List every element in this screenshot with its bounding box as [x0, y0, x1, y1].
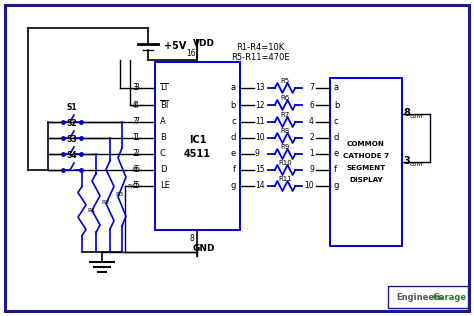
Text: Engineers: Engineers [396, 293, 444, 301]
Text: 4: 4 [309, 118, 314, 126]
Text: 6: 6 [134, 166, 139, 174]
Text: 2: 2 [309, 133, 314, 143]
Text: 6: 6 [309, 100, 314, 110]
Text: 4511: 4511 [184, 149, 211, 159]
Text: S1: S1 [67, 103, 77, 112]
Text: 11: 11 [255, 118, 264, 126]
Text: 1: 1 [309, 149, 314, 159]
Text: g: g [231, 181, 236, 191]
Text: R3: R3 [115, 192, 123, 198]
Text: a: a [334, 83, 339, 93]
Text: 10: 10 [255, 133, 264, 143]
Text: 6: 6 [132, 166, 137, 174]
Text: a: a [231, 83, 236, 93]
Text: 4: 4 [134, 100, 139, 110]
Text: LT: LT [160, 83, 168, 93]
Text: 1: 1 [132, 133, 137, 143]
Text: 3: 3 [134, 83, 139, 93]
Text: VDD: VDD [192, 39, 215, 48]
Text: R5: R5 [281, 78, 290, 84]
Text: d: d [334, 133, 339, 143]
Text: 8: 8 [403, 108, 410, 118]
Text: R5-R11=470E: R5-R11=470E [231, 53, 289, 63]
Text: R7: R7 [281, 112, 290, 118]
Text: 10: 10 [304, 181, 314, 191]
Text: 9: 9 [255, 149, 260, 159]
Text: e: e [231, 149, 236, 159]
Text: IC1: IC1 [189, 135, 206, 145]
Text: 5: 5 [134, 181, 139, 191]
Text: S3: S3 [67, 135, 77, 144]
Text: 16: 16 [187, 49, 196, 58]
Bar [155, 62, 240, 230]
Text: 3: 3 [403, 156, 410, 166]
Text: R8: R8 [281, 128, 290, 134]
Text: R1: R1 [87, 209, 95, 214]
Text: D: D [160, 166, 166, 174]
Text: 3: 3 [132, 83, 137, 93]
Text: 4: 4 [132, 100, 137, 110]
Text: g: g [334, 181, 339, 191]
Text: R9: R9 [281, 144, 290, 150]
Bar [330, 78, 402, 246]
Text: R4: R4 [127, 185, 135, 190]
Text: BI: BI [160, 100, 168, 110]
Text: R2: R2 [101, 200, 109, 205]
Text: 7: 7 [134, 118, 139, 126]
Text: COMMON: COMMON [347, 141, 385, 147]
Text: A: A [160, 118, 166, 126]
Text: f: f [233, 166, 236, 174]
Text: 1: 1 [134, 133, 139, 143]
Text: 8: 8 [189, 234, 194, 243]
Text: c: c [231, 118, 236, 126]
Text: S2: S2 [67, 119, 77, 128]
Text: GND: GND [192, 244, 215, 253]
Text: 7: 7 [132, 118, 137, 126]
Text: DISPLAY: DISPLAY [349, 177, 383, 183]
Text: S4: S4 [67, 151, 77, 160]
Text: R6: R6 [281, 95, 290, 101]
Text: R1-R4=10K: R1-R4=10K [236, 44, 284, 52]
Bar [388, 286, 468, 308]
Text: e: e [334, 149, 339, 159]
Text: C: C [160, 149, 166, 159]
Text: d: d [231, 133, 236, 143]
Text: 5: 5 [132, 181, 137, 191]
Text: +5V: +5V [164, 41, 186, 51]
Text: c: c [334, 118, 338, 126]
Text: R10: R10 [278, 160, 292, 166]
Text: B: B [160, 133, 166, 143]
Text: b: b [231, 100, 236, 110]
Text: 15: 15 [255, 166, 264, 174]
Text: 13: 13 [255, 83, 264, 93]
Text: SEGMENT: SEGMENT [346, 165, 386, 171]
Text: Garage: Garage [433, 293, 467, 301]
Text: CATHODE 7: CATHODE 7 [343, 153, 389, 159]
Text: 12: 12 [255, 100, 264, 110]
Text: LE: LE [160, 181, 170, 191]
Text: 2: 2 [132, 149, 137, 159]
Text: b: b [334, 100, 339, 110]
Text: 2: 2 [134, 149, 139, 159]
Text: 14: 14 [255, 181, 264, 191]
Text: f: f [334, 166, 337, 174]
Text: 9: 9 [309, 166, 314, 174]
Text: com: com [410, 162, 423, 167]
Text: 7: 7 [309, 83, 314, 93]
Text: com: com [410, 114, 423, 119]
Text: R11: R11 [278, 176, 292, 182]
